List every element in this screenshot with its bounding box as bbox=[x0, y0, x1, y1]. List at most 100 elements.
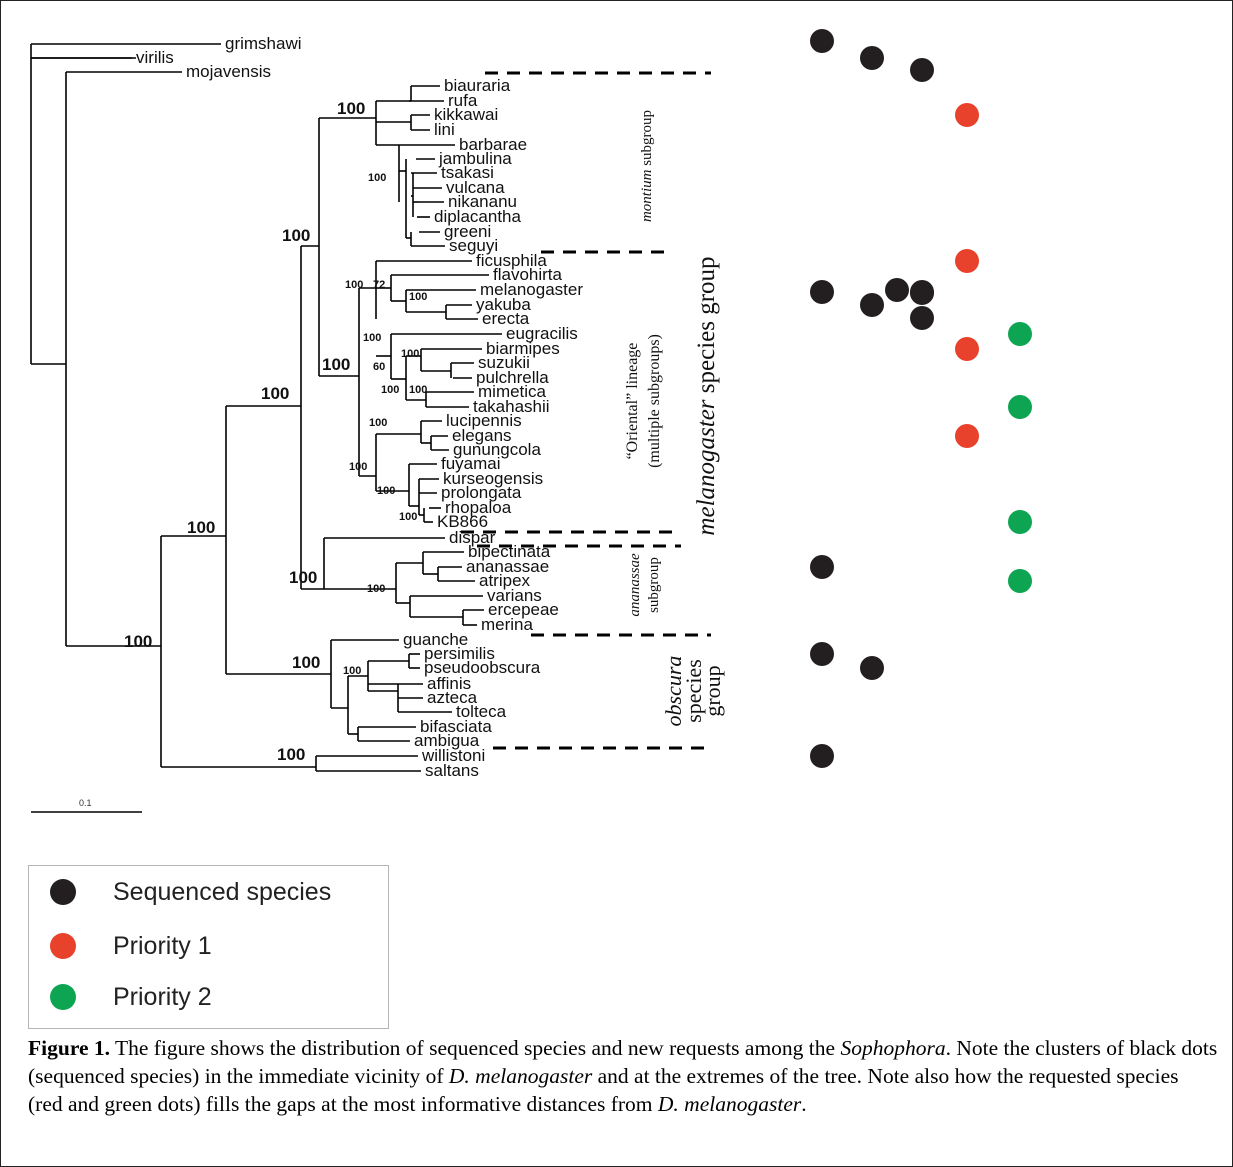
tip-label-greeni: greeni bbox=[444, 222, 491, 241]
legend-label: Priority 2 bbox=[113, 982, 212, 1011]
tip-label-willistoni: willistoni bbox=[421, 746, 485, 765]
support-value: 100 bbox=[369, 417, 387, 429]
legend-item-sequenced: Sequenced species bbox=[29, 872, 331, 912]
dot-sequenced bbox=[810, 642, 834, 666]
tip-label-yakuba: yakuba bbox=[476, 295, 531, 314]
tip-label-elegans: elegans bbox=[452, 426, 512, 445]
group-label-ananassae-sub: subgroup bbox=[646, 557, 662, 613]
tip-label-biauraria: biauraria bbox=[444, 76, 511, 95]
dot-sequenced bbox=[910, 306, 934, 330]
tip-label-seguyi: seguyi bbox=[449, 236, 498, 255]
dot-priority2 bbox=[1008, 510, 1032, 534]
group-label-obscura-species: species bbox=[681, 659, 706, 723]
support-value: 100 bbox=[261, 384, 289, 403]
dot-priority2 bbox=[1008, 322, 1032, 346]
phylogenetic-tree: grimshawivirilismojavensisbiaurariarufak… bbox=[30, 29, 1032, 813]
tip-label-vulcana: vulcana bbox=[446, 178, 505, 197]
tip-label-ambigua: ambigua bbox=[414, 731, 480, 750]
support-value: 100 bbox=[187, 518, 215, 537]
caption-text: and at the extremes of the tree. Note al… bbox=[28, 1064, 1179, 1116]
caption-italic: D. melanogaster bbox=[448, 1064, 593, 1088]
group-label-ananassae: ananassae bbox=[627, 553, 643, 617]
group-label-melanogaster: melanogaster species group bbox=[693, 256, 720, 535]
support-value: 100 bbox=[381, 384, 399, 396]
tip-label-lucipennis: lucipennis bbox=[446, 411, 522, 430]
tip-label-melanogaster: melanogaster bbox=[480, 280, 583, 299]
caption-text: The figure shows the distribution of seq… bbox=[110, 1036, 841, 1060]
dot-sequenced bbox=[810, 744, 834, 768]
tip-label-rhopaloa: rhopaloa bbox=[445, 498, 512, 517]
dot-sequenced bbox=[860, 293, 884, 317]
support-value: 100 bbox=[345, 279, 363, 291]
tip-label-varians: varians bbox=[487, 586, 542, 605]
group-label-montium: montium subgroup bbox=[639, 110, 655, 222]
tip-label-grimshawi: grimshawi bbox=[225, 34, 302, 53]
tip-label-pseudoobscura: pseudoobscura bbox=[424, 658, 541, 677]
legend: Sequenced species Priority 1 Priority 2 bbox=[28, 865, 389, 1029]
legend-dot-priority2 bbox=[50, 984, 76, 1010]
dot-sequenced bbox=[910, 58, 934, 82]
legend-label: Priority 1 bbox=[113, 931, 212, 960]
dot-priority2 bbox=[1008, 569, 1032, 593]
support-value: 100 bbox=[322, 355, 350, 374]
scale-bar: 0.1 bbox=[31, 798, 142, 813]
tip-label-saltans: saltans bbox=[425, 761, 479, 780]
tree-branches bbox=[30, 43, 502, 772]
tip-label-tolteca: tolteca bbox=[456, 702, 507, 721]
support-value: 100 bbox=[349, 461, 367, 473]
tip-label-eugracilis: eugracilis bbox=[506, 324, 578, 343]
caption-italic: Sophophora bbox=[840, 1036, 946, 1060]
tip-label-jambulina: jambulina bbox=[438, 149, 512, 168]
support-value: 100 bbox=[292, 653, 320, 672]
tip-label-nikananu: nikananu bbox=[448, 192, 517, 211]
support-value: 100 bbox=[337, 99, 365, 118]
dot-priority1 bbox=[955, 249, 979, 273]
support-value: 100 bbox=[367, 583, 385, 595]
tip-label-diplacantha: diplacantha bbox=[434, 207, 522, 226]
tip-label-biarmipes: biarmipes bbox=[486, 339, 560, 358]
caption-italic: D. melanogaster bbox=[657, 1092, 802, 1116]
support-value: 100 bbox=[377, 485, 395, 497]
support-value: 100 bbox=[343, 665, 361, 677]
tip-label-KB866: KB866 bbox=[437, 512, 488, 531]
support-value: 100 bbox=[124, 632, 152, 651]
tip-label-guanche: guanche bbox=[403, 630, 468, 649]
legend-dot-sequenced bbox=[50, 879, 76, 905]
tip-label-kurseogensis: kurseogensis bbox=[443, 469, 543, 488]
tip-label-mimetica: mimetica bbox=[478, 382, 547, 401]
tip-label-atripex: atripex bbox=[479, 571, 531, 590]
legend-label: Sequenced species bbox=[113, 877, 332, 906]
support-value: 100 bbox=[289, 568, 317, 587]
dot-sequenced bbox=[910, 281, 934, 305]
tip-label-takahashii: takahashii bbox=[473, 397, 550, 416]
dot-priority2 bbox=[1008, 395, 1032, 419]
tip-label-ficusphila: ficusphila bbox=[476, 251, 547, 270]
support-value: 100 bbox=[409, 291, 427, 303]
legend-item-priority2: Priority 2 bbox=[29, 977, 212, 1017]
dot-priority1 bbox=[955, 337, 979, 361]
tip-labels: grimshawivirilismojavensisbiaurariarufak… bbox=[136, 34, 583, 780]
support-value: 60 bbox=[373, 361, 385, 373]
tip-label-pulchrella: pulchrella bbox=[476, 368, 549, 387]
legend-item-priority1: Priority 1 bbox=[29, 926, 212, 966]
support-value: 72 bbox=[373, 279, 385, 291]
support-value: 100 bbox=[363, 332, 381, 344]
tip-label-flavohirta: flavohirta bbox=[493, 265, 563, 284]
tip-label-azteca: azteca bbox=[427, 688, 478, 707]
tip-label-persimilis: persimilis bbox=[424, 644, 495, 663]
tip-label-suzukii: suzukii bbox=[478, 353, 530, 372]
caption-text: . Note the clusters of black dots (seque… bbox=[28, 1036, 1218, 1088]
dot-priority1 bbox=[955, 103, 979, 127]
dot-sequenced bbox=[810, 555, 834, 579]
dot-priority1 bbox=[955, 424, 979, 448]
tip-label-rufa: rufa bbox=[448, 91, 478, 110]
tip-label-gunungcola: gunungcola bbox=[453, 440, 541, 459]
caption-label: Figure 1. bbox=[28, 1036, 111, 1060]
group-labels: montium subgroup “Oriental” lineage (multi… bbox=[624, 110, 725, 726]
tip-label-merina: merina bbox=[481, 615, 534, 634]
tip-label-fuyamai: fuyamai bbox=[441, 454, 501, 473]
group-label-oriental: “Oriental” lineage bbox=[624, 343, 641, 460]
scale-bar-label: 0.1 bbox=[79, 798, 92, 808]
group-label-obscura: obscura bbox=[661, 656, 686, 727]
tip-label-tsakasi: tsakasi bbox=[441, 163, 494, 182]
